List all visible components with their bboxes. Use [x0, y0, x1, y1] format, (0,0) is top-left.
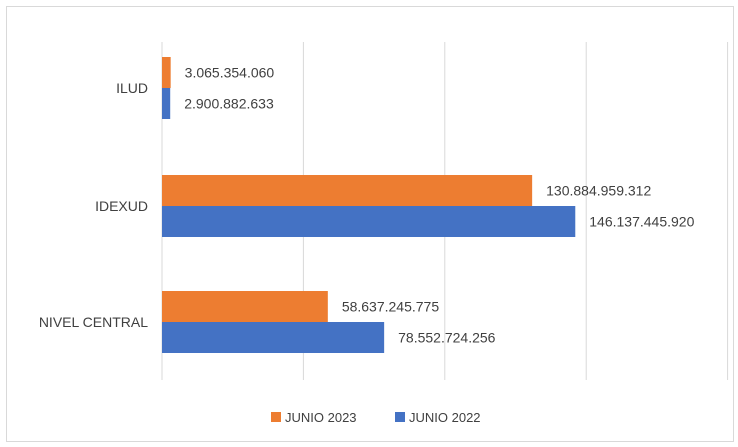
- legend-label-junio-2022: JUNIO 2022: [409, 410, 481, 425]
- legend-swatch-junio-2022: [395, 412, 405, 422]
- data-label-idexud-junio-2023: 130.884.959.312: [546, 183, 651, 199]
- bar-idexud-junio-2023: [162, 175, 533, 206]
- legend-swatch-junio-2023: [271, 412, 281, 422]
- data-label-idexud-junio-2022: 146.137.445.920: [589, 214, 694, 230]
- bar-nivel-central-junio-2022: [162, 322, 385, 353]
- legend-label-junio-2023: JUNIO 2023: [285, 410, 357, 425]
- category-label-nivel-central: NIVEL CENTRAL: [39, 314, 148, 330]
- data-label-ilud-junio-2022: 2.900.882.633: [184, 96, 274, 112]
- bar-ilud-junio-2023: [162, 57, 171, 88]
- bar-nivel-central-junio-2023: [162, 291, 328, 322]
- category-label-ilud: ILUD: [116, 80, 148, 96]
- data-label-ilud-junio-2023: 3.065.354.060: [185, 65, 275, 81]
- bar-ilud-junio-2022: [162, 88, 171, 119]
- category-label-idexud: IDEXUD: [95, 198, 148, 214]
- data-label-nivel-central-junio-2023: 58.637.245.775: [342, 299, 440, 315]
- bar-idexud-junio-2022: [162, 206, 576, 237]
- data-label-nivel-central-junio-2022: 78.552.724.256: [398, 330, 496, 346]
